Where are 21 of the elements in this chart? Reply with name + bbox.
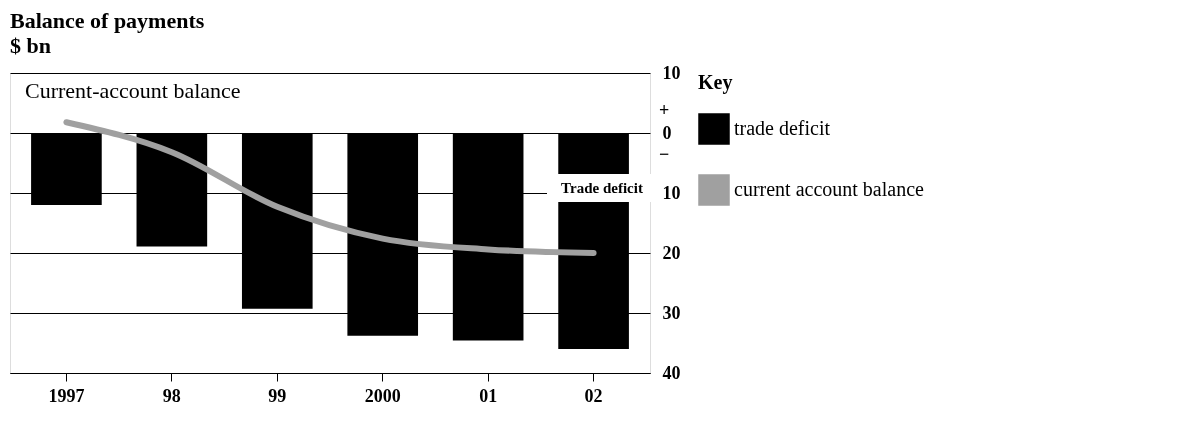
text: −	[658, 144, 670, 164]
y-tick-label: 30	[662, 302, 681, 323]
legend-label: current account balance	[734, 178, 925, 200]
x-tick-label: 1997	[48, 385, 85, 406]
y-tick-label: 10	[662, 62, 681, 83]
text: +	[658, 100, 670, 120]
legend-title: Key	[698, 71, 733, 94]
x-tick-label: 99	[268, 385, 287, 406]
x-tick-label: 02	[584, 385, 603, 406]
annotation: Current-account balance	[25, 78, 241, 103]
chart-subtitle: $ bn	[10, 33, 51, 58]
legend-label: trade deficit	[734, 117, 831, 139]
annotation: Trade deficit	[561, 180, 643, 196]
y-tick-label: 0	[662, 122, 672, 143]
x-tick-label: 2000	[364, 385, 401, 406]
chart-title: Balance of payments	[10, 8, 205, 33]
y-tick-label: 20	[662, 242, 681, 263]
x-tick-label: 01	[479, 385, 498, 406]
x-tick-label: 98	[162, 385, 181, 406]
y-tick-label: 40	[662, 362, 681, 383]
y-tick-label: 10	[662, 182, 681, 203]
